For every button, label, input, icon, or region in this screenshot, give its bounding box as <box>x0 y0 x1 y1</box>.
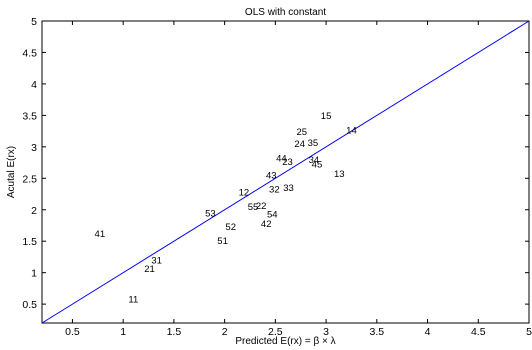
data-point-12: 12 <box>239 188 250 199</box>
x-tick-label: 4.5 <box>471 326 486 338</box>
data-point-42: 42 <box>261 219 272 230</box>
data-point-52: 52 <box>225 222 236 233</box>
y-tick-label: 0.5 <box>22 299 37 311</box>
y-tick-label: 2 <box>31 205 37 217</box>
x-tick-label: 3 <box>323 326 329 338</box>
x-tick-label: 2.5 <box>268 326 283 338</box>
data-point-22: 22 <box>256 201 267 212</box>
data-point-23: 23 <box>282 157 293 168</box>
y-tick-label: 3.5 <box>22 110 37 122</box>
data-point-34: 34 <box>309 155 320 166</box>
x-tick-label: 1.5 <box>167 326 182 338</box>
data-point-21: 21 <box>144 264 155 275</box>
data-point-33: 33 <box>283 183 294 194</box>
data-point-15: 15 <box>321 111 332 122</box>
data-point-25: 25 <box>296 127 307 138</box>
y-tick-label: 5 <box>31 16 37 28</box>
data-point-35: 35 <box>308 138 319 149</box>
data-point-32: 32 <box>269 184 280 195</box>
data-point-54: 54 <box>267 210 278 221</box>
data-point-51: 51 <box>217 236 228 247</box>
x-tick-label: 0.5 <box>65 326 80 338</box>
data-point-41: 41 <box>95 229 106 240</box>
x-axis-title: Predicted E(rx) = β × λ <box>235 336 335 347</box>
y-tick-label: 2.5 <box>22 173 37 185</box>
data-point-14: 14 <box>346 125 357 136</box>
y-tick-label: 4.5 <box>22 47 37 59</box>
data-point-13: 13 <box>334 169 345 180</box>
axis-tick-labels: 0.5 1 1.5 2 2.5 3 3.5 4 4.5 5 0.5 1 1.5 2 2.5 3 3.5 4 4.5 5 <box>22 16 532 338</box>
data-point-44: 44 <box>276 154 287 165</box>
axis-ticks <box>42 20 530 323</box>
reference-line-45-degree <box>41 20 530 324</box>
x-tick-label: 2 <box>222 326 228 338</box>
x-tick-label: 5 <box>526 326 532 338</box>
data-point-24: 24 <box>294 139 305 150</box>
x-tick-label: 3.5 <box>370 326 385 338</box>
data-point-45: 45 <box>312 159 323 170</box>
y-tick-label: 1 <box>31 268 37 280</box>
data-point-53: 53 <box>205 208 216 219</box>
data-point-11: 11 <box>128 295 138 306</box>
data-point-43: 43 <box>266 171 277 182</box>
y-tick-label: 3 <box>31 142 37 154</box>
y-axis-title: Acutal E(rx) <box>6 146 17 198</box>
x-tick-label: 1 <box>120 326 126 338</box>
y-tick-label: 1.5 <box>22 236 37 248</box>
data-point-31: 31 <box>151 256 162 267</box>
y-tick-label: 4 <box>31 79 37 91</box>
data-point-55: 55 <box>248 202 259 213</box>
chart-title: OLS with constant <box>245 7 326 18</box>
x-tick-label: 4 <box>425 326 431 338</box>
